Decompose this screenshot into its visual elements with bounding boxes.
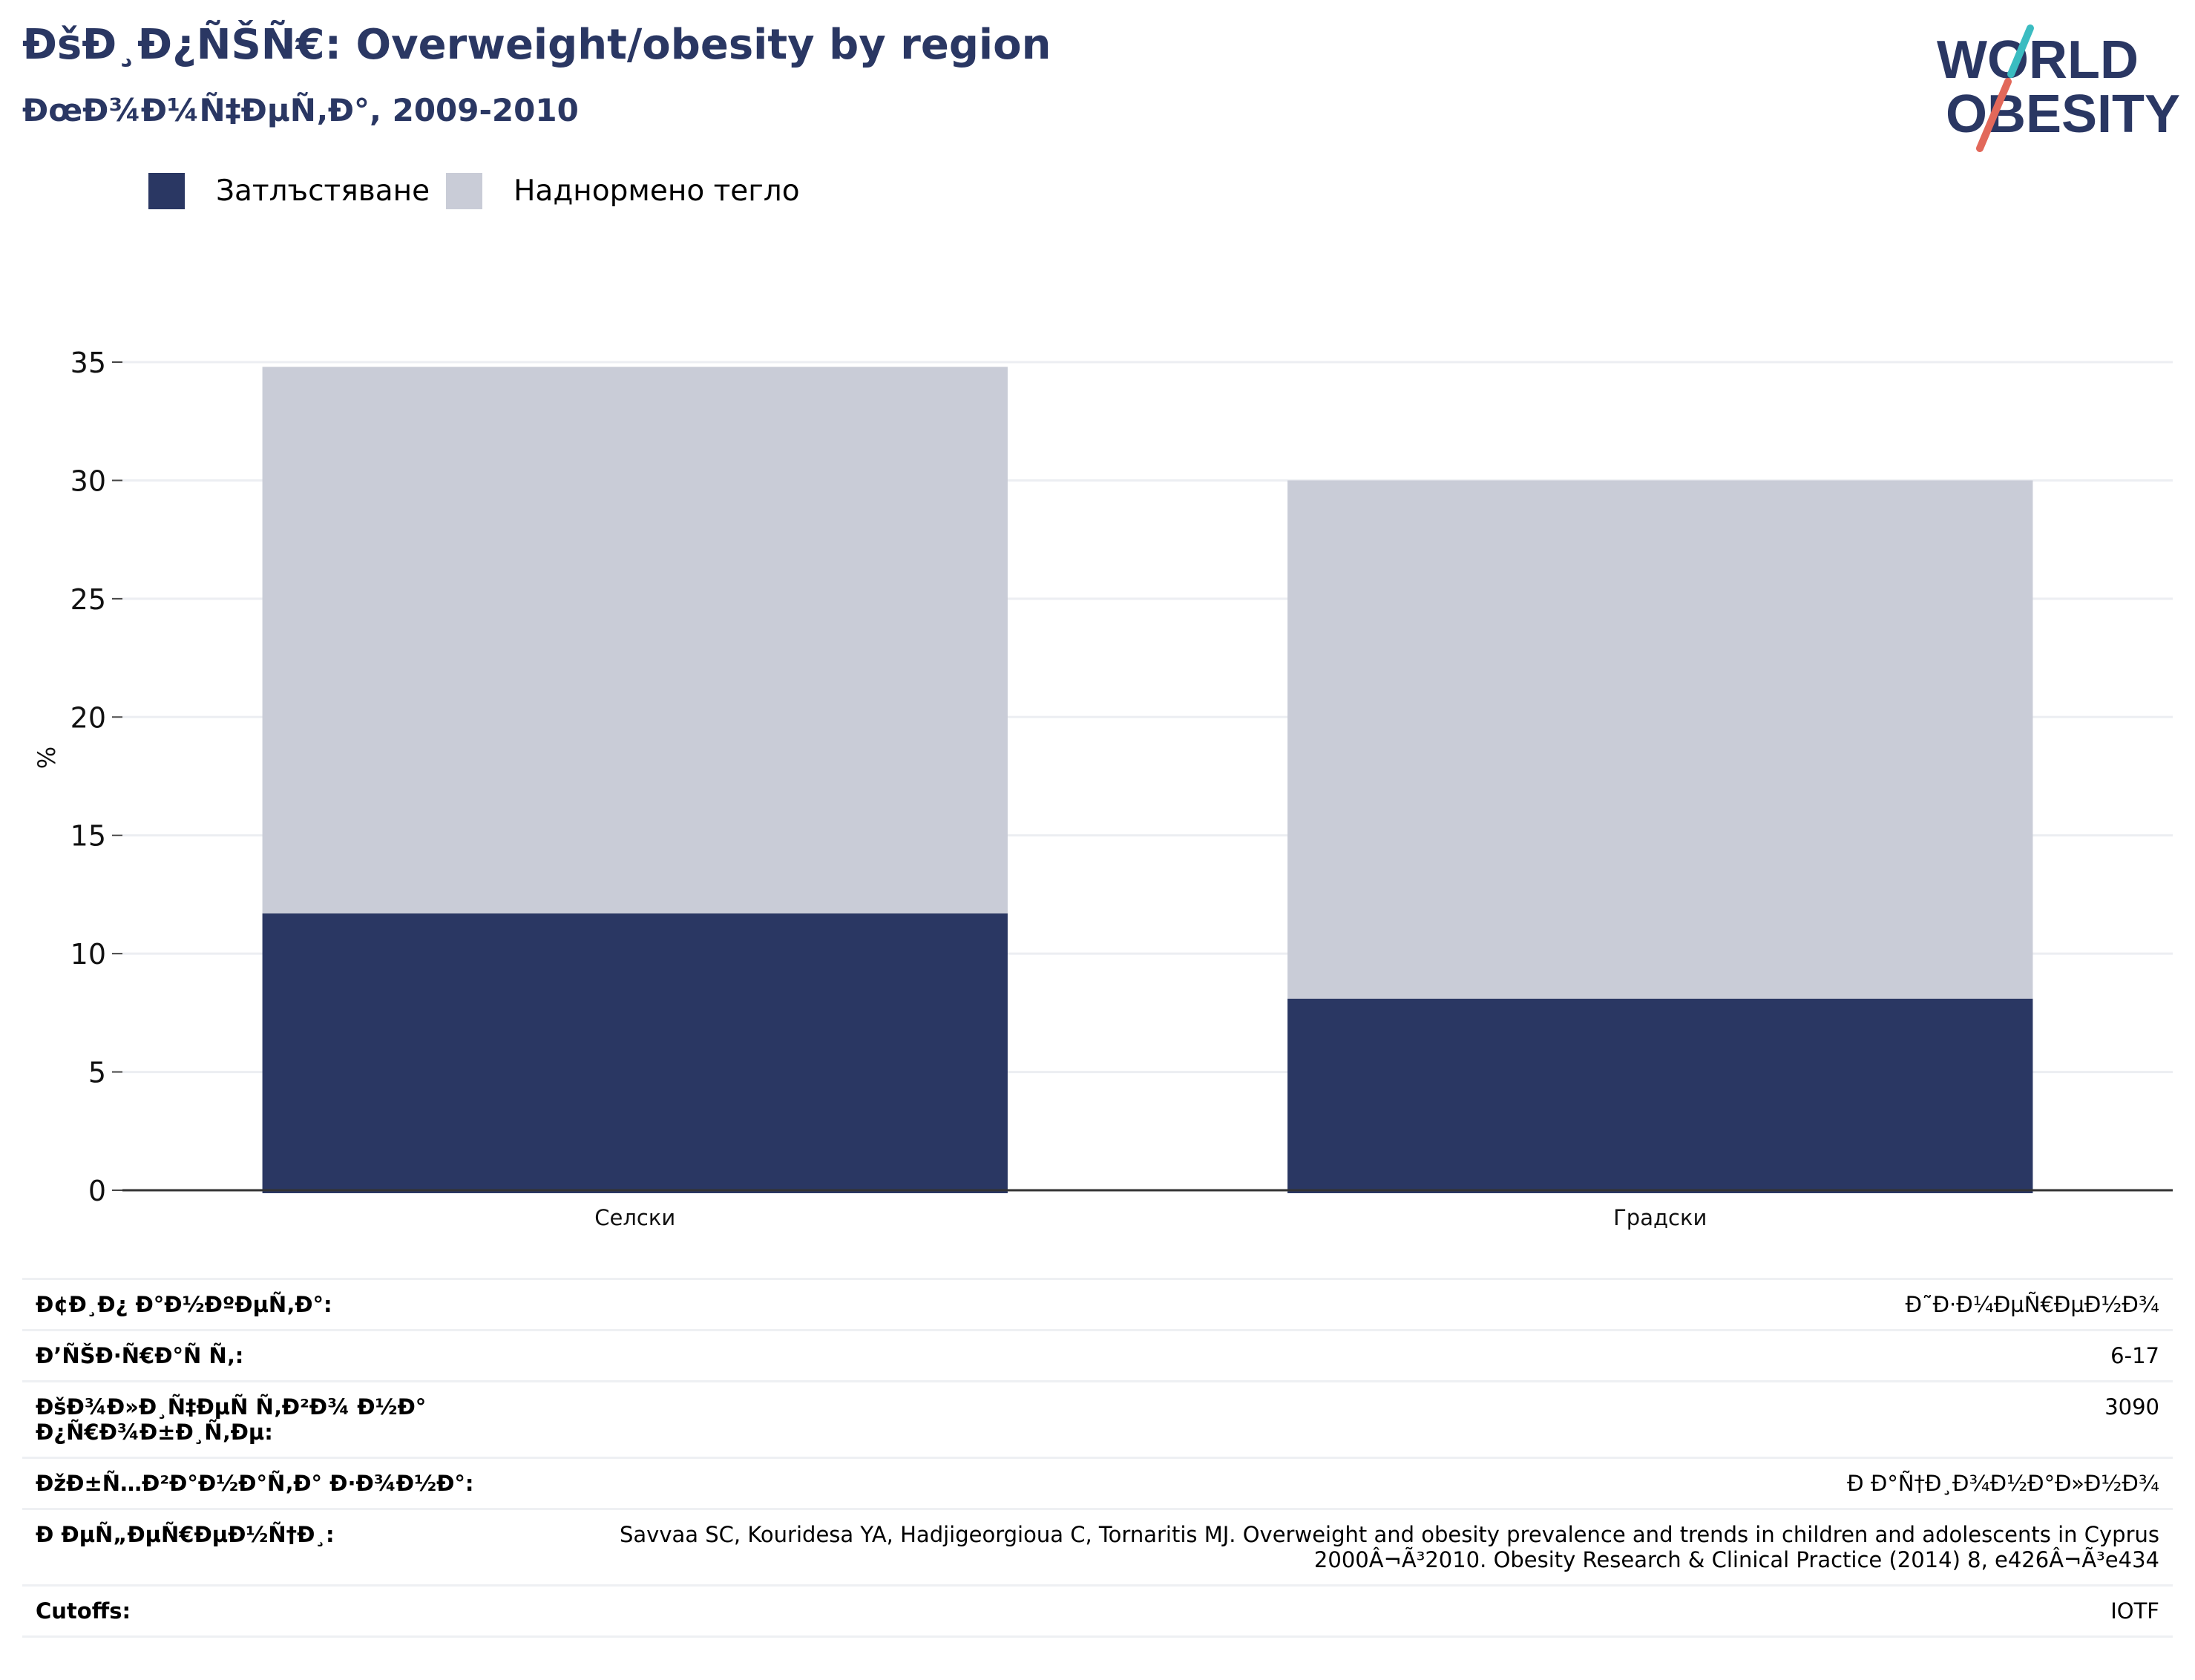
info-row: Ð’ÑŠÐ·Ñ€Ð°Ñ Ñ‚: 6-17 <box>22 1330 2173 1382</box>
legend-label-overweight: Наднормено тегло <box>514 174 800 208</box>
y-tick-label: 20 <box>70 701 106 734</box>
info-row: ÐžÐ±Ñ…Ð²Ð°Ð½Ð°Ñ‚Ð° Ð·Ð¾Ð½Ð°: Ð Ð°Ñ†Ð¸Ð¾Ð… <box>22 1457 2173 1509</box>
y-tick-label: 0 <box>88 1175 106 1207</box>
y-tick-label: 30 <box>70 465 106 497</box>
y-axis-label: % <box>33 747 61 769</box>
logo-slash-teal <box>2007 24 2034 78</box>
logo-word-world: WORLD <box>1937 30 2139 90</box>
bar-chart: 0 5 10 15 20 25 30 35% Селски Градски <box>33 347 2173 1230</box>
survey-info-table: Ð¢Ð¸Ð¿ Ð°Ð½ÐºÐµÑ‚Ð°: Ð˜Ð·Ð¼ÐµÑ€ÐµÐ½Ð¾ Ð’… <box>22 1278 2173 1638</box>
x-tick-label: Селски <box>594 1205 675 1230</box>
bar-segment <box>262 367 1008 913</box>
info-row: ÐšÐ¾Ð»Ð¸Ñ‡ÐµÑ Ñ‚Ð²Ð¾ Ð½Ð° Ð¿Ñ€Ð¾Ð±Ð¸Ñ‚Ðµ… <box>22 1381 2173 1458</box>
info-key: Cutoffs: <box>36 1598 131 1624</box>
info-row: Cutoffs: IOTF <box>22 1585 2173 1637</box>
chart-title: ÐšÐ¸Ð¿ÑŠÑ€: Overweight/obesity by region <box>22 21 1051 69</box>
info-value: 3090 <box>2104 1394 2159 1420</box>
chart-legend: Затлъстяване Наднормено тегло <box>148 172 816 209</box>
bar-segment <box>262 913 1008 1193</box>
y-tick-label: 5 <box>88 1057 106 1089</box>
chart-subtitle: ÐœÐ¾Ð¼Ñ‡ÐµÑ‚Ð°, 2009-2010 <box>22 92 579 128</box>
legend-swatch-overweight <box>446 172 483 209</box>
bar-segment <box>1287 480 2033 999</box>
x-tick-label: Градски <box>1613 1205 1707 1230</box>
y-tick-label: 35 <box>70 347 106 379</box>
y-tick-label: 10 <box>70 938 106 971</box>
info-value: IOTF <box>2110 1598 2159 1624</box>
logo-slash-red <box>1976 78 2012 152</box>
info-value: 6-17 <box>2110 1343 2159 1368</box>
legend-label-obesity: Затлъстяване <box>216 174 430 208</box>
legend-item-overweight: Наднормено тегло <box>446 172 800 209</box>
info-value: Ð Ð°Ñ†Ð¸Ð¾Ð½Ð°Ð»Ð½Ð¾ <box>1847 1471 2159 1496</box>
info-key: ÐžÐ±Ñ…Ð²Ð°Ð½Ð°Ñ‚Ð° Ð·Ð¾Ð½Ð°: <box>36 1471 474 1496</box>
info-key: Ð ÐµÑ„ÐµÑ€ÐµÐ½Ñ†Ð¸: <box>36 1522 335 1547</box>
legend-item-obesity: Затлъстяване <box>148 172 430 209</box>
legend-swatch-obesity <box>148 172 185 209</box>
info-value: Savvaa SC, Kouridesa YA, Hadjigeorgioua … <box>620 1522 2159 1572</box>
y-tick-label: 25 <box>70 583 106 616</box>
info-key: Ð’ÑŠÐ·Ñ€Ð°Ñ Ñ‚: <box>36 1343 244 1368</box>
bar-segment <box>1287 998 2033 1193</box>
info-key: ÐšÐ¾Ð»Ð¸Ñ‡ÐµÑ Ñ‚Ð²Ð¾ Ð½Ð° Ð¿Ñ€Ð¾Ð±Ð¸Ñ‚Ðµ… <box>36 1394 427 1445</box>
world-obesity-logo: WORLD OBESITY <box>1937 24 2180 152</box>
y-tick-label: 15 <box>70 820 106 853</box>
info-key: Ð¢Ð¸Ð¿ Ð°Ð½ÐºÐµÑ‚Ð°: <box>36 1292 332 1317</box>
info-row: Ð¢Ð¸Ð¿ Ð°Ð½ÐºÐµÑ‚Ð°: Ð˜Ð·Ð¼ÐµÑ€ÐµÐ½Ð¾ <box>22 1279 2173 1330</box>
info-value: Ð˜Ð·Ð¼ÐµÑ€ÐµÐ½Ð¾ <box>1905 1292 2159 1317</box>
info-row: Ð ÐµÑ„ÐµÑ€ÐµÐ½Ñ†Ð¸: Savvaa SC, Kouridesa… <box>22 1509 2173 1586</box>
